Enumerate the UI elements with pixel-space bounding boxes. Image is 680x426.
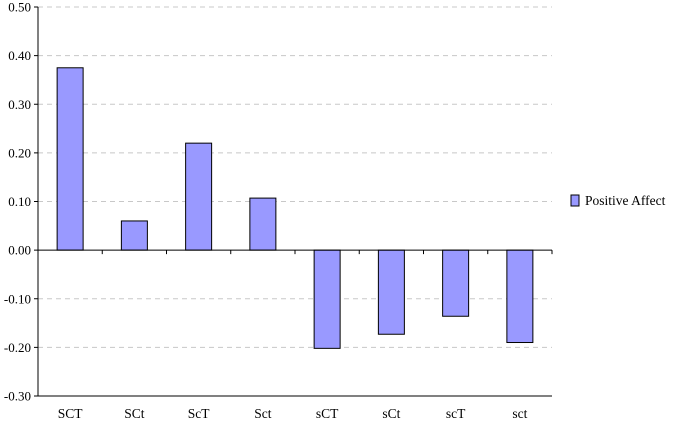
bar-sCT — [313, 249, 341, 349]
axes — [34, 6, 553, 397]
gridlines — [38, 6, 552, 348]
bar-SCT — [56, 67, 84, 251]
x-category-label: ScT — [188, 406, 211, 421]
bar-scT — [442, 249, 470, 317]
x-category-label: sct — [512, 406, 527, 421]
bar-sct — [506, 249, 534, 344]
y-tick-label: 0.10 — [8, 194, 31, 209]
legend: Positive Affect — [570, 193, 666, 208]
y-tick-label: 0.50 — [8, 0, 31, 15]
y-tick-label: -0.20 — [4, 340, 31, 355]
y-tick-label: 0.20 — [8, 145, 31, 160]
bars — [56, 67, 534, 349]
y-tick-label: 0.00 — [8, 243, 31, 258]
y-tick-label: 0.40 — [8, 48, 31, 63]
legend-label: Positive Affect — [585, 193, 666, 208]
bar-ScT — [185, 142, 213, 251]
y-tick-label: -0.10 — [4, 291, 31, 306]
y-tick-labels: 0.50 0.40 0.30 0.20 0.10 0.00 -0.10 -0.20 -0.30 — [4, 0, 31, 404]
bar-sCt — [377, 249, 405, 335]
bar-SCt — [120, 220, 148, 251]
bar-Sct — [249, 197, 277, 251]
y-tick-label: -0.30 — [4, 389, 31, 404]
y-tick-label: 0.30 — [8, 97, 31, 112]
x-category-label: sCt — [382, 406, 400, 421]
x-category-labels: SCT SCt ScT Sct sCT sCt scT sct — [58, 406, 528, 421]
x-category-label: sCT — [316, 406, 339, 421]
legend-swatch — [570, 194, 580, 207]
x-category-label: SCT — [58, 406, 84, 421]
x-category-label: scT — [446, 406, 466, 421]
x-category-label: Sct — [254, 406, 272, 421]
x-category-label: SCt — [124, 406, 145, 421]
